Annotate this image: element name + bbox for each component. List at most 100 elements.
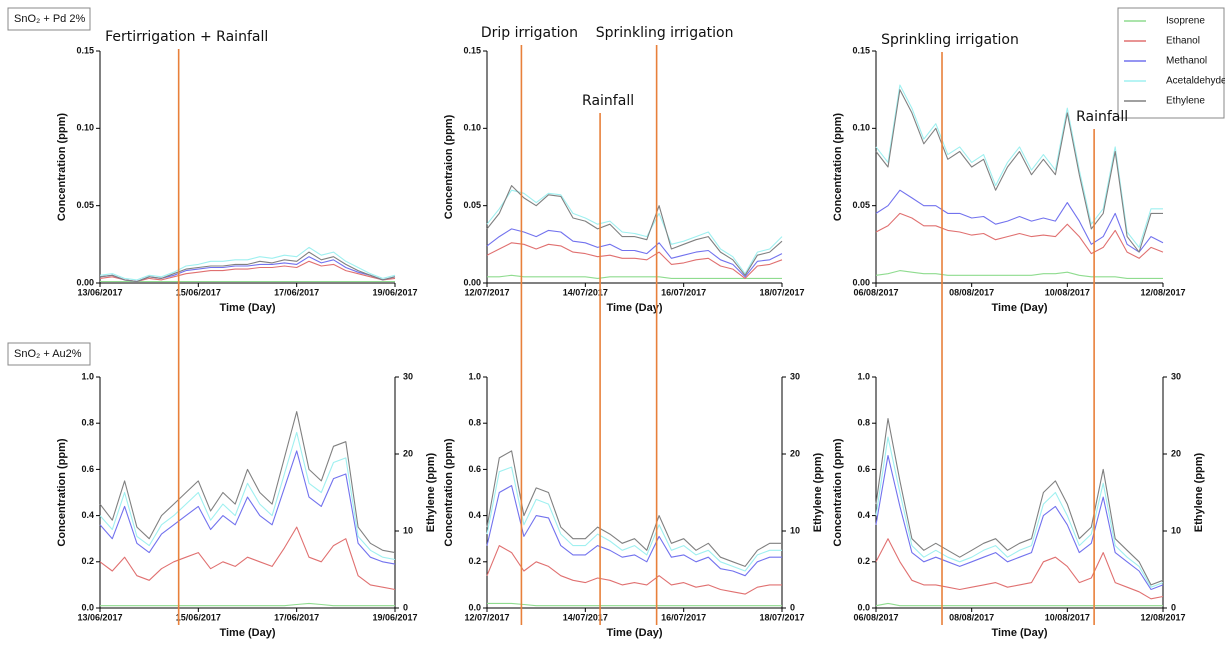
y2-tick-label: 30	[403, 371, 413, 381]
x-tick-label: 10/08/2017	[1045, 612, 1090, 622]
y-tick-label: 1.0	[81, 371, 94, 381]
event-label: Sprinkling irrigation	[596, 25, 734, 41]
y2-tick-label: 30	[1171, 371, 1181, 381]
x-tick-label: 17/06/2017	[274, 287, 319, 297]
series-line	[486, 485, 782, 577]
y-tick-label: 0.00	[76, 277, 94, 287]
y-tick-label: 1.0	[468, 371, 481, 381]
series-line	[486, 545, 782, 595]
series-line	[486, 189, 783, 275]
x-tick-label: 17/06/2017	[274, 612, 319, 622]
y2-axis-label: Ethylene (ppm)	[425, 452, 437, 532]
y-axis-label: Concentration (ppm)	[832, 113, 844, 221]
y-tick-label: 0.10	[76, 123, 94, 133]
series-line	[486, 185, 783, 276]
y-tick-label: 0.05	[76, 200, 94, 210]
y-tick-label: 0.8	[857, 418, 870, 428]
y-tick-label: 0.4	[468, 510, 481, 520]
x-tick-label: 08/08/2017	[949, 612, 994, 622]
x-tick-label: 13/06/2017	[77, 612, 122, 622]
y2-tick-label: 0	[1171, 602, 1176, 612]
x-tick-label: 06/08/2017	[853, 612, 898, 622]
y2-axis-label: Ethylene (ppm)	[1193, 452, 1205, 532]
y-tick-label: 0.15	[852, 45, 870, 55]
series-line	[486, 242, 783, 279]
row-label: SnO₂ + Au2%	[14, 348, 82, 360]
x-axis-label: Time (Day)	[219, 302, 275, 314]
series-line	[487, 274, 782, 279]
y-tick-label: 0.0	[81, 602, 94, 612]
y-axis-label: Concentraion (ppm)	[443, 114, 455, 219]
series-line	[875, 454, 1164, 591]
x-tick-label: 14/07/2017	[563, 612, 608, 622]
series-line	[99, 260, 396, 283]
y-tick-label: 0.2	[81, 556, 94, 566]
x-tick-label: 19/06/2017	[372, 287, 417, 297]
y-tick-label: 0.2	[468, 556, 481, 566]
series-line	[99, 246, 396, 281]
legend-label: Methanol	[1166, 56, 1207, 67]
x-axis-label: Time (Day)	[991, 627, 1047, 639]
y-axis-label: Concentration (ppm)	[832, 438, 844, 546]
x-tick-label: 12/07/2017	[464, 287, 509, 297]
y-tick-label: 0.10	[463, 123, 481, 133]
x-tick-label: 16/07/2017	[661, 287, 706, 297]
y-tick-label: 0.15	[463, 45, 481, 55]
row-label-box	[7, 342, 91, 366]
x-tick-label: 16/07/2017	[661, 612, 706, 622]
y-tick-label: 0.2	[857, 556, 870, 566]
y-axis-label: Concentration (ppm)	[56, 438, 68, 546]
x-tick-label: 19/06/2017	[372, 612, 417, 622]
x-tick-label: 14/07/2017	[563, 287, 608, 297]
x-tick-label: 18/07/2017	[759, 612, 804, 622]
series-line	[875, 602, 1163, 607]
y-tick-label: 0.05	[852, 200, 870, 210]
y2-tick-label: 10	[403, 525, 413, 535]
x-tick-label: 08/08/2017	[949, 287, 994, 297]
series-line	[875, 189, 1164, 253]
y-tick-label: 0.15	[76, 45, 94, 55]
y2-tick-label: 10	[790, 525, 800, 535]
event-label: Drip irrigation	[481, 25, 578, 41]
y-tick-label: 0.00	[463, 277, 481, 287]
x-tick-label: 13/06/2017	[77, 287, 122, 297]
series-line	[875, 270, 1163, 279]
series-line	[875, 418, 1164, 586]
y2-tick-label: 20	[1171, 448, 1181, 458]
x-tick-label: 15/06/2017	[176, 287, 221, 297]
x-tick-label: 10/08/2017	[1045, 287, 1090, 297]
x-tick-label: 18/07/2017	[759, 287, 804, 297]
series-line	[99, 251, 396, 283]
y-tick-label: 0.8	[81, 418, 94, 428]
y2-tick-label: 0	[403, 602, 408, 612]
y-tick-label: 1.0	[857, 371, 870, 381]
x-axis-label: Time (Day)	[606, 627, 662, 639]
row-label-box	[7, 7, 91, 31]
row-label: SnO₂ + Pd 2%	[14, 13, 85, 25]
series-line	[99, 526, 396, 591]
legend-box	[1117, 7, 1225, 119]
legend-label: Ethanol	[1166, 36, 1200, 47]
series-line	[875, 89, 1163, 253]
series-line	[875, 436, 1164, 588]
series-line	[487, 602, 782, 607]
y-tick-label: 0.00	[852, 277, 870, 287]
y-tick-label: 0.0	[468, 602, 481, 612]
y2-tick-label: 30	[790, 371, 800, 381]
y2-tick-label: 20	[403, 448, 413, 458]
y-tick-label: 0.10	[852, 123, 870, 133]
series-line	[99, 411, 396, 554]
x-tick-label: 12/07/2017	[464, 612, 509, 622]
y-tick-label: 0.8	[468, 418, 481, 428]
series-line	[875, 84, 1163, 248]
x-axis-label: Time (Day)	[991, 302, 1047, 314]
y-tick-label: 0.6	[857, 464, 870, 474]
y2-tick-label: 0	[790, 602, 795, 612]
series-line	[486, 228, 783, 278]
x-tick-label: 12/08/2017	[1140, 287, 1185, 297]
y2-tick-label: 10	[1171, 525, 1181, 535]
y-tick-label: 0.05	[463, 200, 481, 210]
legend-label: Isoprene	[1166, 16, 1205, 27]
x-tick-label: 15/06/2017	[176, 612, 221, 622]
